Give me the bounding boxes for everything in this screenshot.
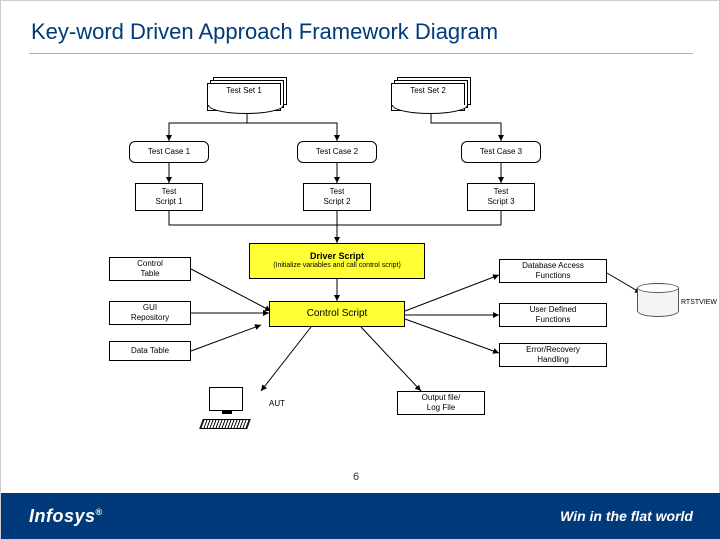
node-db-access: Database Access Functions [499,259,607,283]
doc-test-set-2: Test Set 2 [391,77,471,109]
gui-a: GUI [143,303,157,313]
slide-title: Key-word Driven Approach Framework Diagr… [31,19,498,45]
control-title: Control Script [307,308,368,320]
out-a: Output file/ [422,393,461,403]
test-set-2-label: Test Set 2 [410,86,446,95]
ts1b: Script 1 [155,197,182,207]
udf-a: User Defined [530,305,577,315]
node-test-case-2: Test Case 2 [297,141,377,163]
err-b: Handling [537,355,569,365]
node-control-script: Control Script [269,301,405,327]
footer-logo: Infosys® [29,506,103,527]
page-number: 6 [353,471,359,483]
err-a: Error/Recovery [526,345,580,355]
ctl-b: Table [140,269,159,279]
node-gui-repository: GUI Repository [109,301,191,325]
test-set-1-label: Test Set 1 [226,86,262,95]
doc-test-set-1: Test Set 1 [207,77,287,109]
node-output-file: Output file/ Log File [397,391,485,415]
node-test-case-1: Test Case 1 [129,141,209,163]
data-tbl: Data Table [131,346,169,356]
gui-b: Repository [131,313,169,323]
node-test-script-3: Test Script 3 [467,183,535,211]
node-error-recovery: Error/Recovery Handling [499,343,607,367]
tc1-label: Test Case 1 [148,147,190,157]
dbacc-a: Database Access [522,261,584,271]
ts2a: Test [330,187,345,197]
footer-slogan: Win in the flat world [560,508,693,524]
ts1a: Test [162,187,177,197]
ts3b: Script 3 [487,197,514,207]
rtstview-label: RTSTVIEW [681,299,717,306]
tc3-label: Test Case 3 [480,147,522,157]
ctl-a: Control [137,259,163,269]
node-data-table: Data Table [109,341,191,361]
aut-label: AUT [269,399,285,408]
node-control-table: Control Table [109,257,191,281]
udf-b: Functions [536,315,571,325]
node-test-case-3: Test Case 3 [461,141,541,163]
title-rule [29,53,693,54]
dbacc-b: Functions [536,271,571,281]
ts2b: Script 2 [323,197,350,207]
computer-icon [201,387,261,429]
db-cylinder-icon [637,283,679,317]
node-user-defined: User Defined Functions [499,303,607,327]
node-driver-script: Driver Script (Initialize variables and … [249,243,425,279]
tc2-label: Test Case 2 [316,147,358,157]
node-test-script-1: Test Script 1 [135,183,203,211]
footer-bar: Infosys® Win in the flat world [1,493,720,539]
out-b: Log File [427,403,455,413]
node-test-script-2: Test Script 2 [303,183,371,211]
logo-text: Infosys [29,506,96,526]
driver-title: Driver Script [310,251,364,262]
ts3a: Test [494,187,509,197]
driver-sub: (Initialize variables and call control s… [273,262,401,270]
diagram-canvas: Test Set 1 Test Set 2 Test Case 1 Test C… [1,61,720,491]
